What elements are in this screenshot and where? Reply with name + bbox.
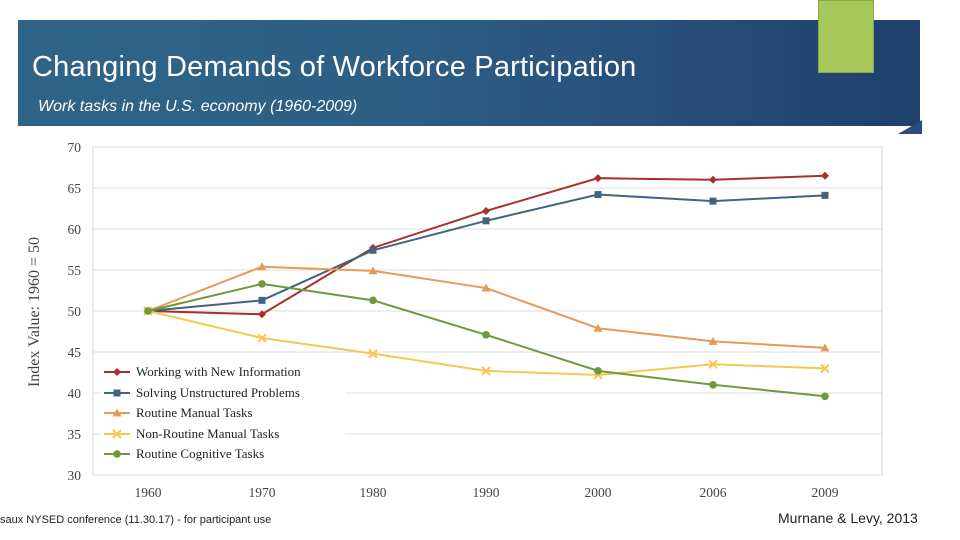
legend-item: Working with New Information bbox=[100, 362, 345, 383]
x-tick-label: 2006 bbox=[700, 485, 727, 500]
legend-label: Routine Manual Tasks bbox=[136, 405, 253, 421]
legend-swatch bbox=[104, 363, 130, 381]
x-tick-label: 1970 bbox=[249, 485, 276, 500]
legend-label: Routine Cognitive Tasks bbox=[136, 446, 265, 462]
title-banner bbox=[18, 20, 920, 126]
legend-label: Working with New Information bbox=[136, 364, 301, 380]
legend-item: Routine Manual Tasks bbox=[100, 403, 345, 424]
data-point bbox=[258, 296, 266, 304]
series-routine-manual-tasks bbox=[143, 262, 830, 352]
data-point bbox=[482, 206, 490, 215]
data-point bbox=[368, 266, 378, 275]
y-tick-label: 40 bbox=[68, 386, 82, 401]
legend-swatch bbox=[104, 384, 130, 402]
slide-subtitle: Work tasks in the U.S. economy (1960-200… bbox=[38, 98, 358, 115]
data-point bbox=[708, 359, 718, 370]
chart-grid bbox=[92, 146, 883, 476]
legend-marker bbox=[113, 389, 121, 397]
legend-label: Non-Routine Manual Tasks bbox=[136, 425, 280, 441]
legend-swatch bbox=[104, 445, 130, 463]
y-tick-label: 65 bbox=[68, 181, 82, 196]
series-working-with-new-information bbox=[144, 171, 829, 319]
data-point bbox=[709, 381, 717, 389]
y-tick-label: 30 bbox=[68, 468, 82, 483]
legend-label: Solving Unstructured Problems bbox=[136, 384, 300, 400]
data-point bbox=[258, 310, 266, 319]
x-tick-label: 2000 bbox=[585, 485, 612, 500]
data-point bbox=[820, 343, 830, 352]
data-point bbox=[593, 323, 603, 332]
x-tick-label: 1990 bbox=[473, 485, 500, 500]
data-point bbox=[144, 307, 152, 315]
data-point bbox=[481, 283, 491, 292]
legend-marker bbox=[113, 368, 121, 377]
slide-title: Changing Demands of Workforce Participat… bbox=[32, 51, 637, 83]
data-point bbox=[594, 367, 602, 375]
data-point bbox=[482, 330, 490, 339]
data-point bbox=[708, 336, 718, 345]
y-tick-label: 50 bbox=[68, 304, 82, 319]
legend-item: Routine Cognitive Tasks bbox=[100, 444, 345, 465]
data-point bbox=[257, 262, 267, 271]
legend-marker bbox=[113, 450, 121, 459]
source-citation: Murnane & Levy, 2013 bbox=[778, 510, 918, 526]
data-point bbox=[821, 171, 829, 180]
data-point bbox=[821, 191, 829, 199]
chart-axes: 30 35 40 45 50 55 60 65 70 1960 1970 1980 1990 2000 20… bbox=[68, 140, 839, 500]
legend-marker bbox=[112, 429, 122, 439]
y-axis-title: Index Value: 1960 = 50 bbox=[26, 237, 43, 387]
y-tick-label: 55 bbox=[68, 263, 82, 278]
data-point bbox=[369, 246, 377, 254]
x-tick-label: 2009 bbox=[812, 485, 839, 500]
data-point bbox=[594, 191, 602, 199]
data-point bbox=[481, 366, 491, 376]
legend-marker bbox=[112, 408, 122, 417]
x-tick-label: 1960 bbox=[135, 485, 162, 500]
legend-swatch bbox=[104, 404, 130, 422]
data-point bbox=[709, 175, 717, 184]
legend-item: Non-Routine Manual Tasks bbox=[100, 424, 345, 445]
series-line bbox=[147, 174, 826, 316]
line-chart: 30 35 40 45 50 55 60 65 70 1960 1970 1980 1990 2000 20… bbox=[26, 140, 883, 500]
y-tick-label: 70 bbox=[68, 140, 82, 155]
data-point bbox=[821, 392, 829, 401]
chart-legend: Working with New Information Solving Unst… bbox=[100, 362, 345, 465]
y-tick-label: 60 bbox=[68, 222, 82, 237]
data-point bbox=[369, 296, 377, 305]
y-tick-label: 35 bbox=[68, 427, 82, 442]
chart-series bbox=[143, 171, 830, 401]
data-point bbox=[258, 280, 266, 288]
legend-item: Solving Unstructured Problems bbox=[100, 383, 345, 404]
data-point bbox=[368, 348, 378, 359]
data-point bbox=[257, 333, 267, 343]
y-tick-label: 45 bbox=[68, 345, 82, 360]
data-point bbox=[594, 174, 602, 183]
x-tick-label: 1980 bbox=[360, 485, 387, 500]
accent-block bbox=[818, 0, 874, 73]
legend-swatch bbox=[104, 425, 130, 443]
data-point bbox=[820, 363, 830, 374]
banner-accent-wedge bbox=[898, 120, 922, 134]
data-point bbox=[709, 197, 717, 205]
footer-note: saux NYSED conference (11.30.17) - for p… bbox=[0, 514, 272, 526]
data-point bbox=[482, 217, 490, 225]
series-routine-cognitive-tasks bbox=[144, 280, 829, 401]
